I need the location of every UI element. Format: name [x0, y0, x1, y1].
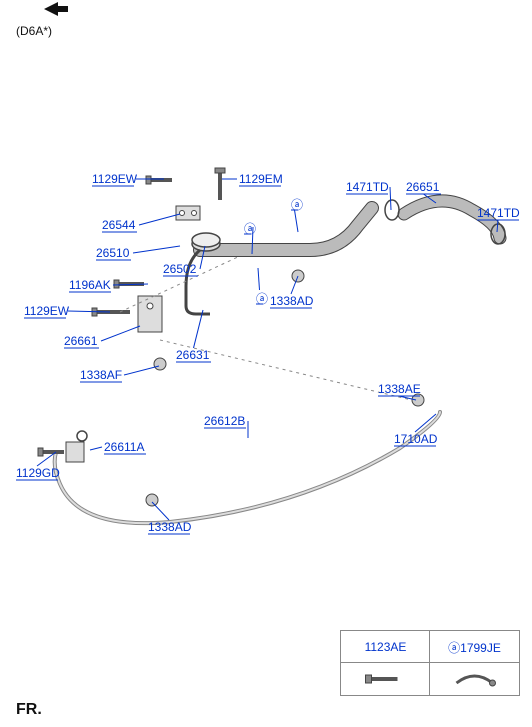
part-label-1129em: 1129EM — [239, 172, 283, 186]
part-label-1471td_rt: 1471TD — [477, 206, 520, 220]
part-label-26544: 26544 — [102, 218, 135, 232]
part-label-1196ak: 1196AK — [69, 278, 111, 292]
part-label-1338af: 1338AF — [80, 368, 122, 382]
part-label-a_mid_left: ⓐ — [244, 220, 256, 237]
part-label-26661: 26661 — [64, 334, 97, 348]
part-label-26651: 26651 — [406, 180, 439, 194]
part-label-1338ad_mid: 1338AD — [270, 294, 313, 308]
fr-arrow-icon — [44, 2, 68, 16]
legend-icon-1799je — [429, 662, 520, 696]
part-label-1710ad: 1710AD — [394, 432, 437, 446]
part-label-1129gd: 1129GD — [16, 466, 60, 480]
part-label-1129ew_bot: 1129EW — [24, 304, 69, 318]
legend-header-1799je: ⓐ1799JE — [429, 630, 520, 664]
part-label-26631: 26631 — [176, 348, 209, 362]
fr-indicator: FR. — [16, 701, 42, 719]
part-label-26612b: 26612B — [204, 414, 245, 428]
legend-header-1123ae: 1123AE — [340, 630, 431, 664]
part-label-26611a: 26611A — [104, 440, 144, 454]
engine-code: (D6A*) — [16, 24, 52, 38]
legend-icon-1123ae — [340, 662, 431, 696]
part-label-a_mid_below: ⓐ — [256, 290, 268, 307]
part-label-26510: 26510 — [96, 246, 129, 260]
part-label-a_mid_right: ⓐ — [291, 196, 303, 213]
part-label-1338ae: 1338AE — [378, 382, 421, 396]
part-label-1338ad_bot: 1338AD — [148, 520, 191, 534]
part-label-1471td_top: 1471TD — [346, 180, 389, 194]
part-label-26502: 26502 — [163, 262, 196, 276]
part-label-1129ew_top: 1129EW — [92, 172, 137, 186]
